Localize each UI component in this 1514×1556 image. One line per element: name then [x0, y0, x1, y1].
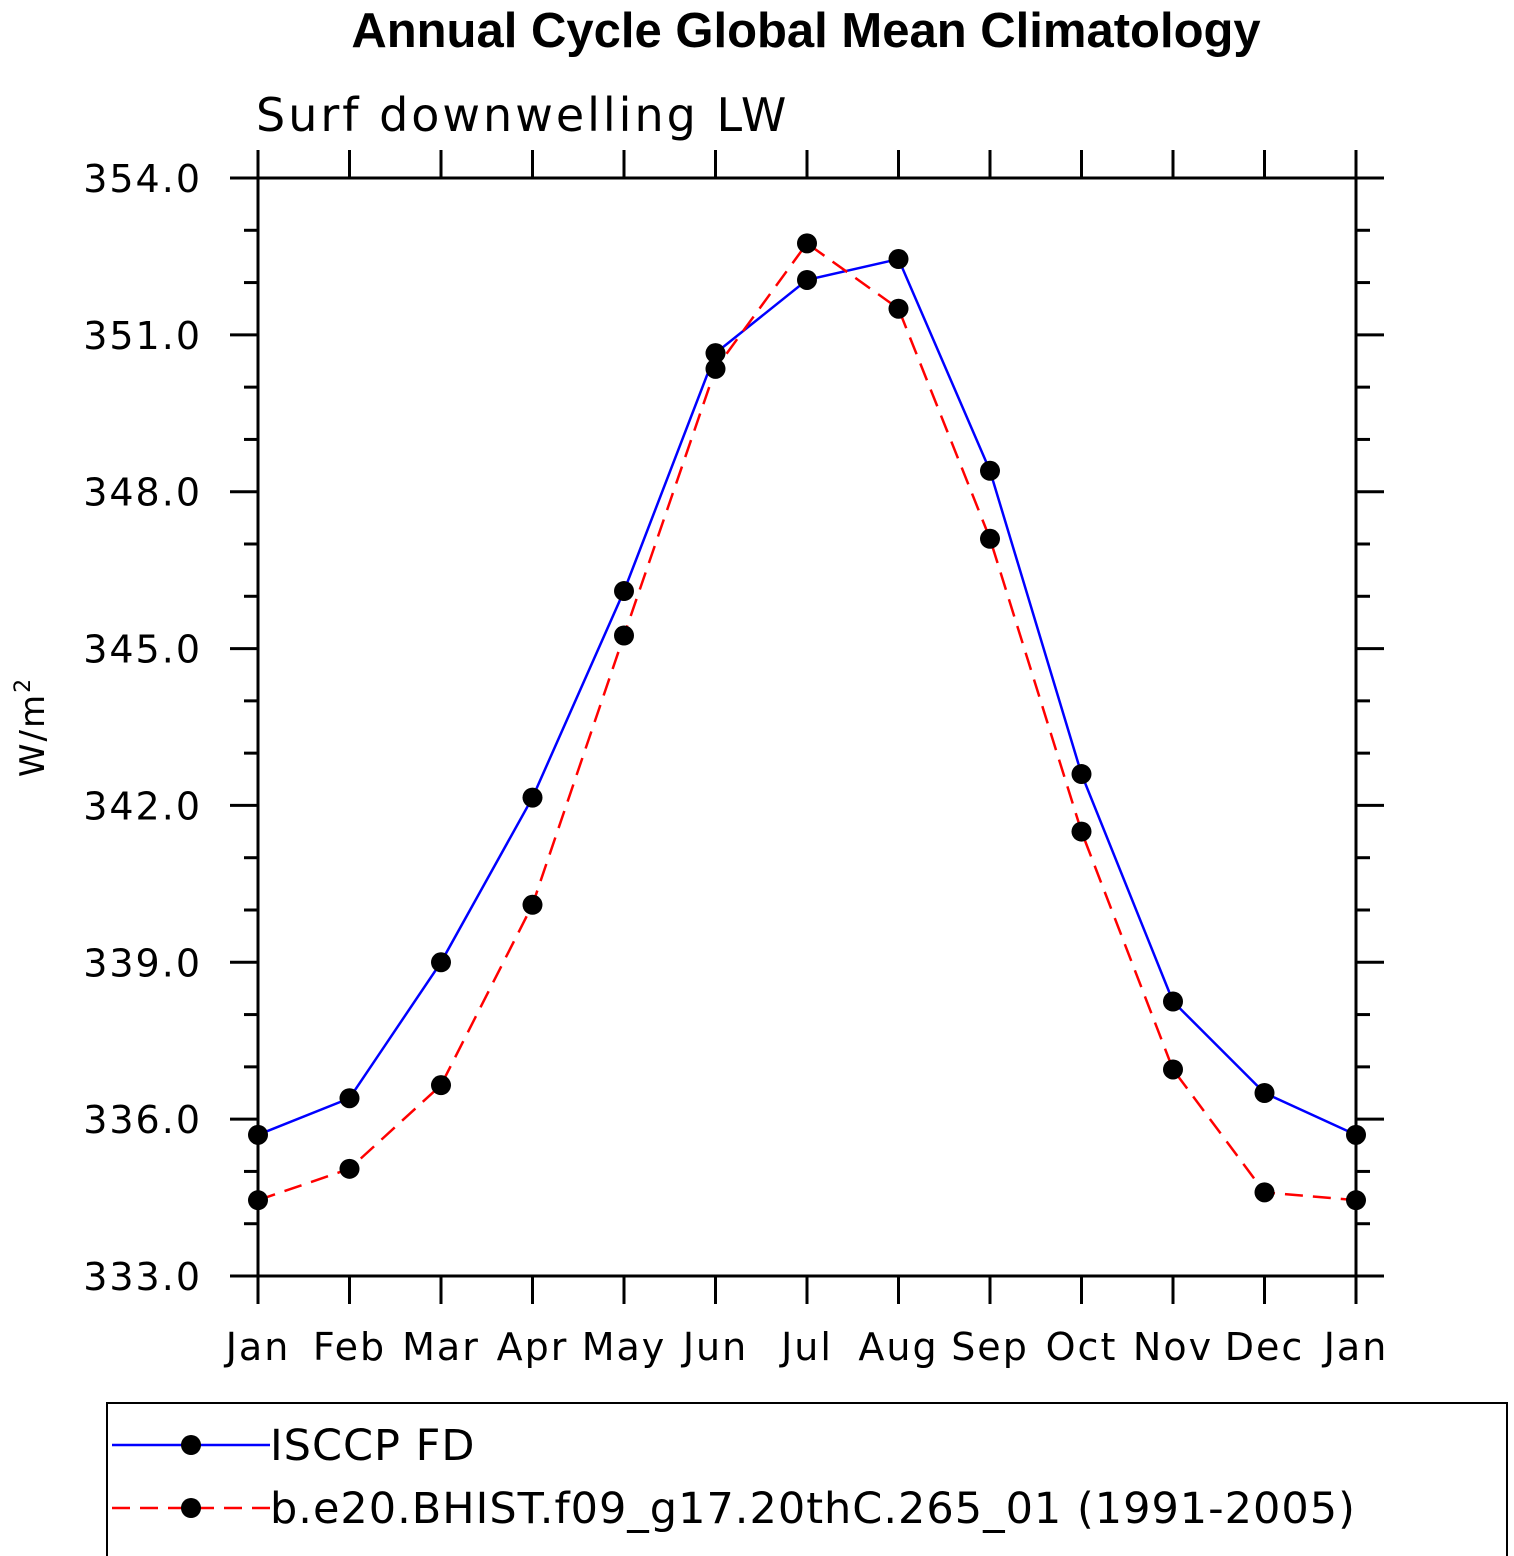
series-1-point [1254, 1083, 1275, 1103]
series-2-point [980, 528, 1000, 549]
series-2-point [797, 233, 817, 254]
x-tick-label: Aug [858, 1325, 938, 1369]
series-2-point [1071, 821, 1092, 842]
series-1-point [797, 269, 817, 290]
series-1-point [431, 952, 451, 973]
legend-marker-2 [181, 1498, 201, 1518]
x-tick-label: Jul [779, 1325, 833, 1369]
y-tick-label: 354.0 [83, 157, 202, 201]
series-2-point [1163, 1059, 1183, 1080]
legend-label-2: b.e20.BHIST.f09_g17.20thC.265_01 (1991-2… [270, 1484, 1356, 1534]
x-tick-label: Jun [681, 1325, 748, 1369]
legend: ISCCP FD b.e20.BHIST.f09_g17.20thC.265_01… [106, 1402, 1508, 1556]
series-layer [248, 233, 1366, 1211]
y-axis-label-superscript: 2 [11, 677, 36, 693]
x-tick-label: Jan [224, 1325, 291, 1369]
axis-ticks [230, 150, 1384, 1304]
x-tick-label: Feb [313, 1325, 386, 1369]
y-tick-label: 348.0 [83, 471, 202, 515]
plot-frame [256, 176, 1358, 1278]
series-2-point [339, 1158, 360, 1179]
series-1-point [339, 1088, 360, 1109]
legend-box [106, 1402, 1508, 1556]
legend-items: ISCCP FD b.e20.BHIST.f09_g17.20thC.265_01… [112, 1421, 1356, 1534]
series-2-point [1254, 1182, 1275, 1203]
legend-label-1: ISCCP FD [270, 1421, 475, 1471]
series-line-1 [257, 257, 1357, 1136]
y-tick-label: 333.0 [83, 1255, 202, 1299]
x-tick-label: Oct [1046, 1325, 1118, 1369]
chart-title: Annual Cycle Global Mean Climatology [351, 4, 1260, 58]
series-1-point [522, 787, 543, 808]
series-1-point [1346, 1124, 1366, 1145]
x-tick-label: Apr [497, 1325, 569, 1369]
series-1-point [1071, 764, 1092, 785]
x-tick-label: Mar [402, 1325, 480, 1369]
series-1-point [888, 249, 909, 270]
series-1-point [248, 1124, 268, 1145]
y-axis-label: W/m2 [11, 677, 53, 777]
chart-subtitle: Surf downwelling LW [256, 88, 789, 142]
series-2-point [888, 298, 909, 319]
series-1-point [980, 460, 1000, 481]
y-tick-label: 351.0 [83, 314, 202, 358]
tick-labels: Jan Feb Mar Apr May Jun Jul Aug Sep Oct Nov Dec Jan 3… [83, 157, 1389, 1369]
x-tick-label: May [582, 1325, 667, 1369]
x-tick-label: Jan [1322, 1325, 1389, 1369]
x-tick-label: Sep [951, 1325, 1029, 1369]
y-tick-label: 336.0 [83, 1098, 202, 1142]
legend-marker-1 [181, 1435, 201, 1455]
series-2-point [1346, 1190, 1366, 1211]
y-tick-label: 339.0 [83, 941, 202, 985]
x-tick-label: Nov [1133, 1325, 1213, 1369]
series-1-point [1163, 991, 1183, 1012]
series-2-point [705, 358, 726, 379]
y-tick-label: 345.0 [83, 628, 202, 672]
series-2-point [248, 1190, 268, 1211]
y-tick-label: 342.0 [83, 784, 202, 828]
series-2-point [614, 625, 634, 646]
x-tick-label: Dec [1225, 1325, 1305, 1369]
series-2-point [431, 1075, 451, 1096]
y-axis-label-text: W/m [13, 693, 53, 777]
series-2-point [522, 894, 543, 915]
svg-text:W/m2: W/m2 [11, 677, 53, 777]
series-1-point [614, 581, 634, 602]
series-line-2 [257, 241, 1357, 1202]
series-1-point [705, 343, 726, 364]
